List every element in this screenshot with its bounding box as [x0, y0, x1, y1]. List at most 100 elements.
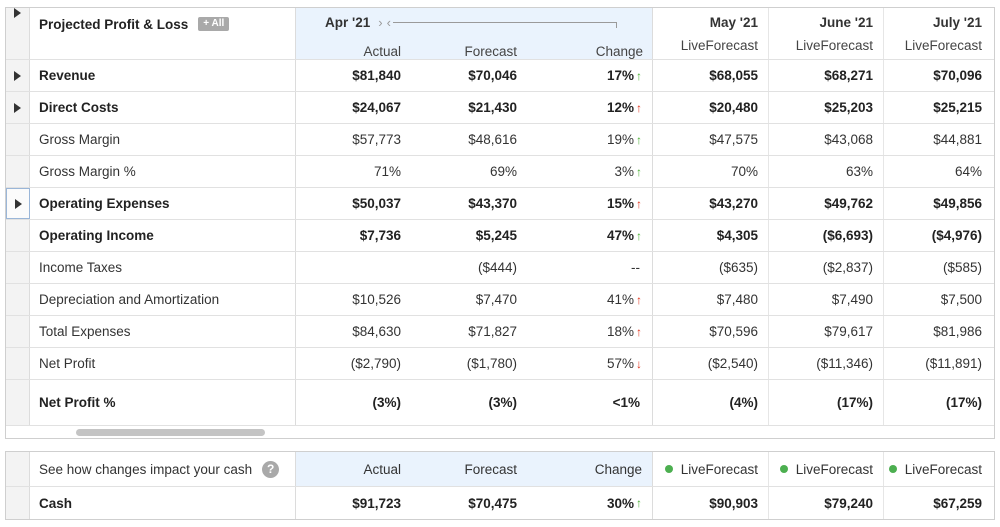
arrow-up-red-icon: ↑: [636, 292, 642, 307]
cash-june-header: LiveForecast: [769, 452, 884, 486]
help-icon[interactable]: ?: [262, 460, 280, 478]
change-cell: 17% ↑: [527, 60, 653, 91]
change-cell: <1%: [527, 380, 653, 425]
cash-july-live-label: LiveForecast: [904, 461, 982, 477]
forecast-value: ($1,780): [466, 356, 517, 371]
cash-row[interactable]: Cash $91,723 $70,475 30% ↑ $90,903 $79,24…: [6, 487, 994, 519]
change-value: 3%: [614, 164, 634, 179]
change-value: 47%: [606, 228, 634, 243]
may-value: $4,305: [653, 220, 769, 251]
cash-prompt: See how changes impact your cash: [39, 461, 253, 477]
may-value: $70,596: [653, 316, 769, 347]
july-value: $70,096: [933, 68, 982, 83]
change-cell: 47% ↑: [527, 220, 653, 251]
cash-change-header: Change: [527, 452, 653, 486]
row-label: Depreciation and Amortization: [30, 284, 296, 315]
table-title-cell: Projected Profit & Loss + All: [30, 8, 296, 59]
table-row: Net Profit % (3%) (3%) <1% (4%) (17%) (17%): [6, 380, 994, 426]
may-value: $47,575: [653, 124, 769, 155]
row-gutter: [6, 124, 30, 155]
row-label: Operating Income: [30, 220, 296, 251]
cash-july: $67,259: [933, 495, 982, 511]
cash-table: See how changes impact your cash ? Actua…: [5, 451, 995, 520]
change-cell: 12% ↑: [527, 92, 653, 123]
table-row[interactable]: Direct Costs $24,067 $21,430 12% ↑ $20,480 $25…: [6, 92, 994, 124]
arrow-up-green-icon: ↑: [636, 132, 642, 147]
forecast-value: $71,827: [468, 324, 517, 339]
july-header: July '21 LiveForecast: [884, 8, 994, 59]
row-label: Net Profit %: [30, 380, 296, 425]
may-header: May '21 LiveForecast: [653, 8, 769, 59]
change-value: 15%: [606, 196, 634, 211]
cash-header-row: See how changes impact your cash ? Actua…: [6, 452, 994, 487]
may-value: $20,480: [653, 92, 769, 123]
live-dot-icon: [888, 465, 897, 473]
forecast-value: $48,616: [468, 132, 517, 147]
july-value: ($585): [942, 260, 982, 275]
horizontal-scrollbar[interactable]: [6, 426, 994, 438]
expand-triangle-icon: [14, 70, 21, 81]
row-label: Revenue: [30, 60, 296, 91]
prev-month-icon[interactable]: ‹: [386, 15, 391, 30]
all-badge-button[interactable]: + All: [198, 17, 230, 31]
july-value: 64%: [954, 164, 982, 179]
table-row: Total Expenses $84,630 $71,827 18% ↑ $70,596 $…: [6, 316, 994, 348]
cash-row-label: Cash: [30, 487, 296, 519]
table-row[interactable]: Operating Expenses $50,037 $43,370 15% ↑ $43,…: [6, 188, 994, 220]
july-sub-label: LiveForecast: [904, 38, 982, 53]
forecast-value: 69%: [489, 164, 517, 179]
cash-forecast-header: Forecast: [411, 452, 527, 486]
arrow-up-green-icon: ↑: [636, 164, 642, 179]
cash-actual: $91,723: [352, 495, 401, 511]
june-value: $25,203: [769, 92, 884, 123]
month-range-slider[interactable]: [392, 22, 617, 28]
july-value: $81,986: [933, 324, 982, 339]
table-row: Income Taxes ($444) -- ($635) ($2,837) ($585): [6, 252, 994, 284]
actual-value: 71%: [373, 164, 401, 179]
june-value: 63%: [769, 156, 884, 187]
scrollbar-thumb[interactable]: [76, 429, 265, 436]
july-value: $44,881: [933, 132, 982, 147]
july-value: $7,500: [940, 292, 982, 307]
expand-triangle-icon: [14, 198, 22, 209]
forecast-value: $43,370: [468, 196, 517, 211]
july-value: ($11,891): [925, 356, 982, 371]
row-gutter: [6, 220, 30, 251]
row-expand-toggle[interactable]: [6, 60, 30, 91]
june-value: ($2,837): [769, 252, 884, 283]
change-cell: 57% ↓: [527, 348, 653, 379]
live-dot-icon: [779, 465, 788, 473]
row-expand-toggle[interactable]: [6, 92, 30, 123]
july-value: $25,215: [933, 100, 982, 115]
may-month-label: May '21: [709, 15, 758, 30]
table-row[interactable]: Revenue $81,840 $70,046 17% ↑ $68,055 $68,271 $…: [6, 60, 994, 92]
change-value: 12%: [606, 100, 634, 115]
change-value: 19%: [606, 132, 634, 147]
table-title: Projected Profit & Loss: [39, 17, 189, 32]
expand-all-toggle[interactable]: [6, 8, 30, 59]
cash-may: $90,903: [653, 487, 769, 519]
may-value: $68,055: [653, 60, 769, 91]
may-value: $7,480: [653, 284, 769, 315]
cash-change: 30% ↑: [527, 487, 653, 519]
row-gutter: [6, 348, 30, 379]
cash-prompt-cell: See how changes impact your cash ?: [30, 452, 296, 486]
forecast-value: (3%): [488, 395, 517, 410]
july-month-label: July '21: [933, 15, 982, 30]
table-header: Projected Profit & Loss + All Apr '21 › …: [6, 8, 994, 60]
forecast-value: ($444): [477, 260, 517, 275]
june-value: $79,617: [769, 316, 884, 347]
change-value: 18%: [606, 324, 634, 339]
next-month-icon[interactable]: ›: [378, 15, 383, 30]
row-label: Net Profit: [30, 348, 296, 379]
cash-july-header: LiveForecast: [884, 452, 994, 486]
june-header: June '21 LiveForecast: [769, 8, 884, 59]
cash-actual-header: Actual: [296, 452, 411, 486]
row-expand-toggle[interactable]: [6, 188, 30, 219]
june-value: ($11,346): [769, 348, 884, 379]
row-gutter: [6, 156, 30, 187]
arrow-up-green-icon: ↑: [636, 228, 642, 243]
cash-may-header: LiveForecast: [653, 452, 769, 486]
cash-change-value: 30%: [606, 495, 634, 511]
may-sub-label: LiveForecast: [680, 38, 758, 53]
